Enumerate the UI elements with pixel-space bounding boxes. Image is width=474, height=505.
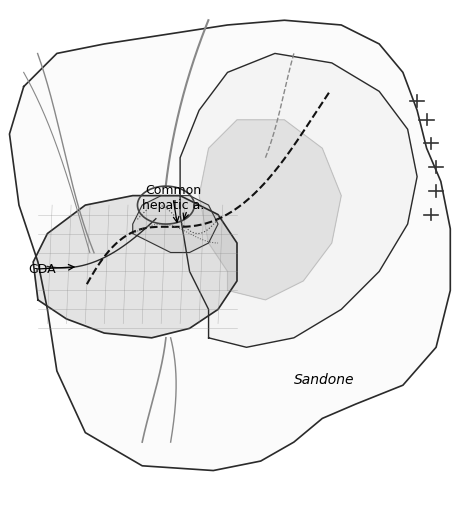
Text: Sandone: Sandone [294, 374, 355, 387]
Text: GDA: GDA [28, 263, 56, 276]
Polygon shape [180, 54, 417, 347]
Polygon shape [9, 20, 450, 471]
Polygon shape [199, 120, 341, 300]
Polygon shape [33, 195, 237, 338]
Polygon shape [133, 195, 218, 252]
Text: Common
hepatic a.: Common hepatic a. [142, 184, 204, 212]
